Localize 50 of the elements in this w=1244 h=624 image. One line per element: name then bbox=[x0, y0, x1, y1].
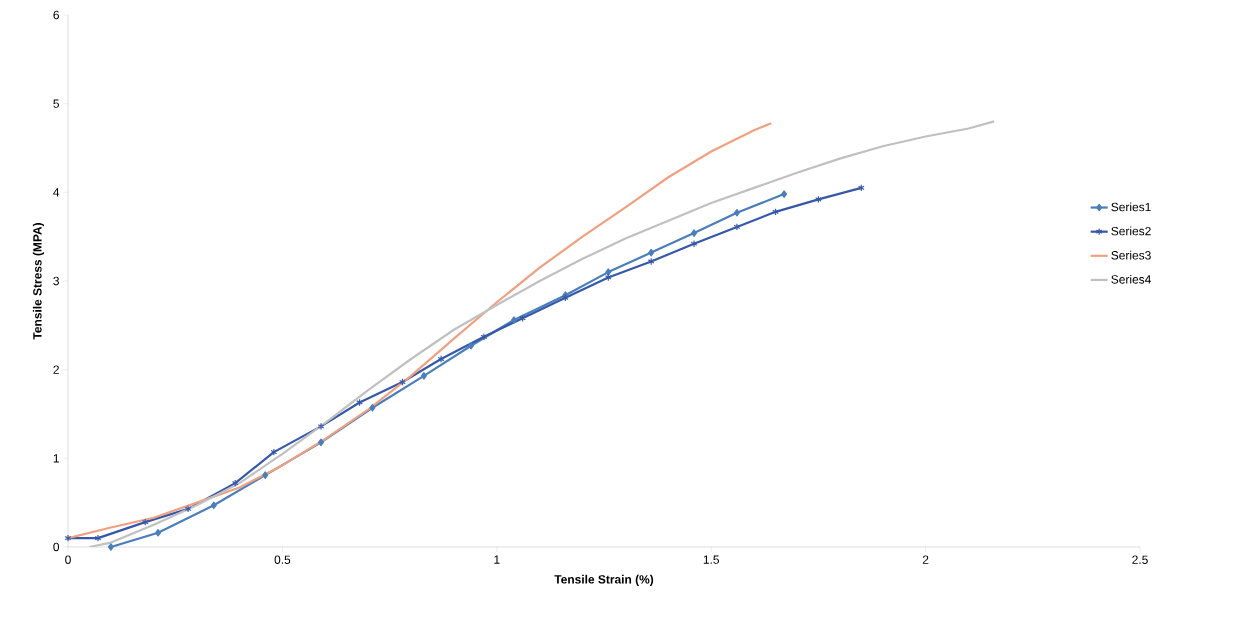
point bbox=[781, 190, 788, 198]
point bbox=[772, 208, 779, 216]
point bbox=[857, 184, 865, 192]
y-tick-label: 2 bbox=[53, 365, 59, 374]
point bbox=[604, 273, 612, 282]
point bbox=[369, 403, 376, 412]
point bbox=[733, 223, 741, 231]
point bbox=[231, 479, 239, 487]
point bbox=[94, 534, 102, 542]
x-axis-title: Tensile Strain (%) bbox=[554, 574, 654, 586]
legend-label: Series4 bbox=[1111, 274, 1151, 284]
point bbox=[648, 248, 655, 257]
x-tick-label: 0.5 bbox=[274, 555, 291, 564]
point bbox=[691, 229, 698, 237]
x-tick-label: 0 bbox=[65, 555, 71, 564]
point bbox=[262, 471, 269, 479]
point bbox=[356, 398, 363, 407]
point bbox=[647, 257, 655, 266]
point bbox=[107, 543, 114, 551]
point bbox=[733, 208, 740, 217]
point bbox=[690, 239, 698, 248]
y-axis-title: Tensile Stress (MPA) bbox=[32, 223, 44, 340]
x-tick-label: 1.5 bbox=[703, 555, 720, 564]
point bbox=[510, 316, 517, 324]
point bbox=[399, 378, 406, 386]
x-tick-label: 2.5 bbox=[1132, 555, 1148, 564]
legend-label: Series1 bbox=[1111, 202, 1151, 212]
point bbox=[437, 355, 445, 363]
y-tick-label: 1 bbox=[53, 454, 59, 463]
point bbox=[815, 195, 822, 204]
legend-label: Series2 bbox=[1111, 226, 1151, 236]
point bbox=[519, 314, 526, 323]
point bbox=[141, 518, 149, 526]
point bbox=[317, 422, 325, 431]
point bbox=[210, 501, 217, 510]
y-tick-label: 0 bbox=[53, 542, 60, 552]
point bbox=[155, 529, 162, 537]
y-tick-label: 4 bbox=[53, 188, 60, 197]
point bbox=[270, 448, 278, 456]
y-tick-label: 3 bbox=[53, 276, 59, 286]
y-tick-label: 5 bbox=[53, 99, 59, 108]
x-tick-label: 2 bbox=[922, 555, 929, 564]
y-tick-label: 6 bbox=[53, 10, 59, 20]
point bbox=[468, 341, 475, 350]
x-tick-label: 1 bbox=[494, 555, 500, 564]
legend-label: Series3 bbox=[1111, 250, 1151, 260]
point bbox=[184, 505, 192, 513]
point bbox=[64, 534, 72, 542]
point bbox=[420, 372, 427, 380]
point bbox=[605, 268, 612, 276]
